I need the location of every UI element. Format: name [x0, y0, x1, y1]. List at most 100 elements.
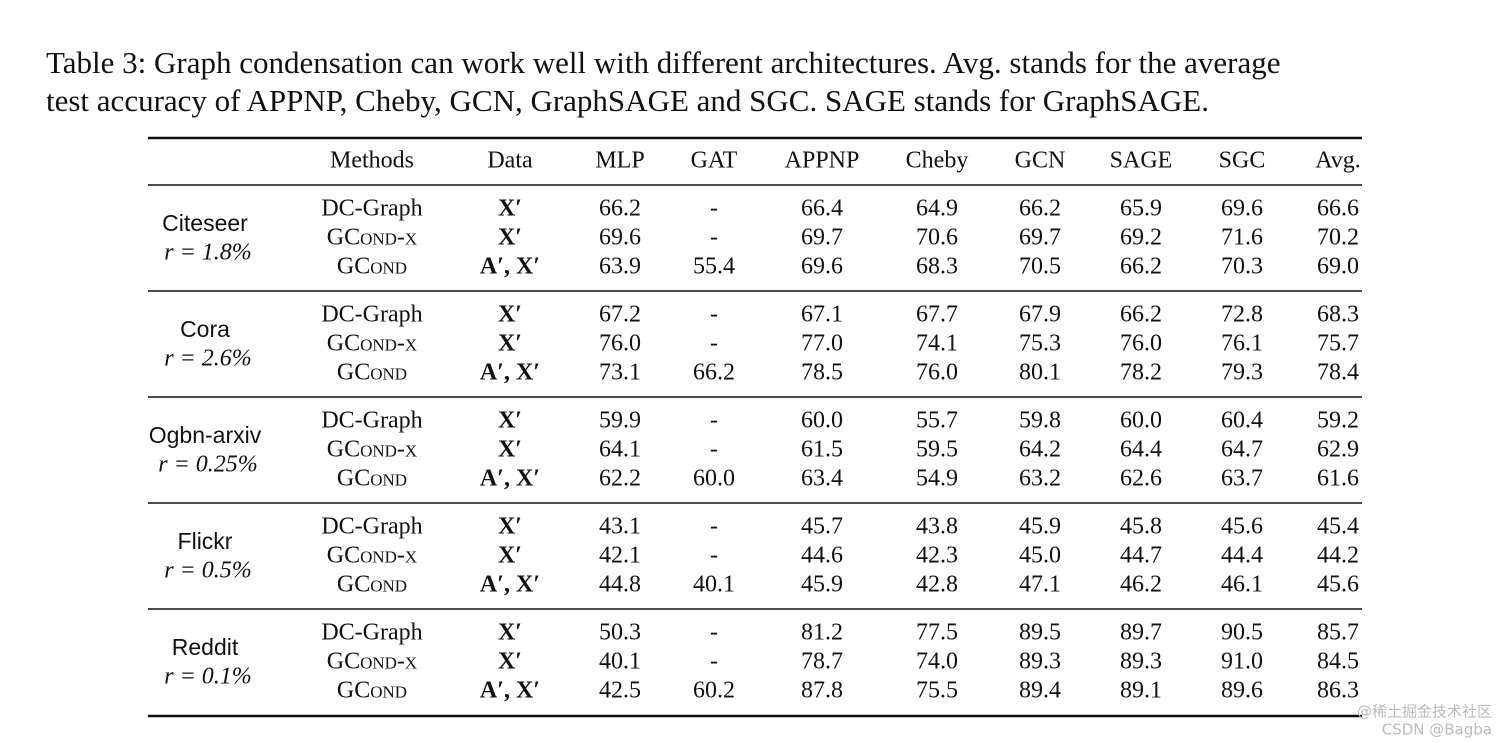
score: 73.1 — [599, 360, 641, 386]
score: - — [710, 543, 718, 569]
score: 66.6 — [1317, 196, 1359, 222]
dataset-name: Ogbn-arxiv — [149, 422, 262, 448]
score: 78.4 — [1317, 360, 1359, 386]
score: 89.1 — [1120, 678, 1162, 704]
score: 84.5 — [1317, 649, 1359, 675]
method: DC-Graph — [321, 196, 422, 222]
method: GCond — [337, 678, 407, 704]
method: GCond-x — [327, 437, 417, 463]
score: 64.2 — [1019, 437, 1061, 463]
score: 89.3 — [1019, 649, 1061, 675]
score: 76.0 — [916, 360, 958, 386]
ratio: r = 0.5% — [164, 558, 252, 584]
score: 75.7 — [1317, 331, 1359, 357]
score: 50.3 — [599, 620, 641, 646]
score: 90.5 — [1221, 620, 1263, 646]
score: 63.7 — [1221, 466, 1263, 492]
score: 66.2 — [1019, 196, 1061, 222]
score: 45.6 — [1317, 572, 1359, 598]
score: 45.6 — [1221, 514, 1263, 540]
method: GCond — [337, 572, 407, 598]
score: 44.7 — [1120, 543, 1162, 569]
score: 67.9 — [1019, 302, 1061, 328]
score: 44.6 — [801, 543, 843, 569]
method: GCond — [337, 254, 407, 280]
data-cell: X′ — [498, 331, 522, 357]
score: 89.5 — [1019, 620, 1061, 646]
score: 67.7 — [916, 302, 958, 328]
score: 45.7 — [801, 514, 843, 540]
score: 60.0 — [801, 408, 843, 434]
score: 62.9 — [1317, 437, 1359, 463]
score: 66.2 — [693, 360, 735, 386]
score: 42.1 — [599, 543, 641, 569]
score: 59.5 — [916, 437, 958, 463]
data-cell: X′ — [498, 620, 522, 646]
score: 68.3 — [916, 254, 958, 280]
score: 45.8 — [1120, 514, 1162, 540]
watermark: CSDN @Bagba — [1382, 721, 1492, 739]
header-cell: Methods — [330, 148, 414, 174]
score: 69.6 — [1221, 196, 1263, 222]
score: 43.8 — [916, 514, 958, 540]
method: DC-Graph — [321, 302, 422, 328]
score: 59.9 — [599, 408, 641, 434]
caption: test accuracy of APPNP, Cheby, GCN, Grap… — [46, 83, 1209, 118]
data-cell: X′ — [498, 196, 522, 222]
score: 66.4 — [801, 196, 843, 222]
ratio: r = 1.8% — [164, 240, 252, 266]
score: 44.8 — [599, 572, 641, 598]
score: - — [710, 331, 718, 357]
score: 66.2 — [599, 196, 641, 222]
score: - — [710, 620, 718, 646]
score: 61.6 — [1317, 466, 1359, 492]
score: 64.7 — [1221, 437, 1263, 463]
method: GCond — [337, 360, 407, 386]
score: 65.9 — [1120, 196, 1162, 222]
score: 91.0 — [1221, 649, 1263, 675]
method: GCond — [337, 466, 407, 492]
method: DC-Graph — [321, 408, 422, 434]
score: - — [710, 437, 718, 463]
score: 78.2 — [1120, 360, 1162, 386]
score: 42.5 — [599, 678, 641, 704]
score: 45.0 — [1019, 543, 1061, 569]
score: 45.9 — [1019, 514, 1061, 540]
method: DC-Graph — [321, 620, 422, 646]
method: GCond-x — [327, 225, 417, 251]
watermark: @稀土掘金技术社区 — [1357, 703, 1492, 721]
dataset-name: Citeseer — [162, 210, 248, 236]
score: - — [710, 225, 718, 251]
score: 42.8 — [916, 572, 958, 598]
header-cell: GCN — [1015, 148, 1066, 174]
method: GCond-x — [327, 331, 417, 357]
score: 42.3 — [916, 543, 958, 569]
score: 70.5 — [1019, 254, 1061, 280]
header-cell: GAT — [691, 148, 738, 174]
score: 45.4 — [1317, 514, 1359, 540]
data-cell: A′, X′ — [480, 254, 540, 280]
score: 75.5 — [916, 678, 958, 704]
score: - — [710, 514, 718, 540]
score: 87.8 — [801, 678, 843, 704]
score: 86.3 — [1317, 678, 1359, 704]
score: 76.0 — [599, 331, 641, 357]
data-cell: X′ — [498, 514, 522, 540]
score: 78.5 — [801, 360, 843, 386]
score: 89.4 — [1019, 678, 1061, 704]
data-cell: X′ — [498, 408, 522, 434]
score: 46.1 — [1221, 572, 1263, 598]
score: 59.8 — [1019, 408, 1061, 434]
header-cell: Cheby — [906, 148, 969, 174]
score: 70.3 — [1221, 254, 1263, 280]
score: 69.2 — [1120, 225, 1162, 251]
score: 67.1 — [801, 302, 843, 328]
dataset-name: Reddit — [172, 634, 239, 660]
score: 74.1 — [916, 331, 958, 357]
header-cell: SAGE — [1110, 148, 1173, 174]
header-cell: Avg. — [1315, 148, 1361, 174]
score: 64.1 — [599, 437, 641, 463]
score: 63.4 — [801, 466, 843, 492]
score: 47.1 — [1019, 572, 1061, 598]
data-cell: X′ — [498, 302, 522, 328]
